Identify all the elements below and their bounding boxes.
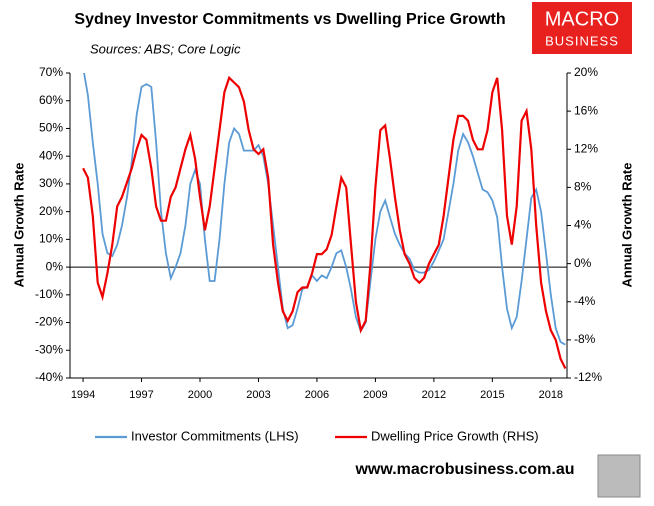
x-tick-label: 1997 bbox=[129, 389, 153, 401]
y-tick-label: 70% bbox=[39, 65, 63, 79]
y2-tick-label: -8% bbox=[574, 332, 596, 346]
y2-tick-label: 12% bbox=[574, 141, 598, 155]
logo-text: BUSINESS bbox=[545, 33, 619, 48]
y-axis-label: Annual Growth Rate bbox=[11, 163, 26, 288]
y-tick-label: -10% bbox=[35, 287, 63, 301]
y-tick-label: 10% bbox=[39, 232, 63, 246]
logo-text: MACRO bbox=[545, 8, 619, 30]
y-tick-label: -20% bbox=[35, 315, 63, 329]
x-tick-label: 2018 bbox=[539, 389, 563, 401]
logo-icon bbox=[597, 454, 641, 498]
y-tick-label: 0% bbox=[46, 259, 64, 273]
series-line bbox=[82, 75, 567, 369]
y2-tick-label: -12% bbox=[574, 370, 602, 384]
y2-tick-label: 0% bbox=[574, 256, 592, 270]
y2-axis-label: Annual Growth Rate bbox=[619, 163, 634, 288]
x-tick-label: 1994 bbox=[71, 389, 95, 401]
footer-url: www.macrobusiness.com.au bbox=[354, 461, 574, 478]
chart-title: Sydney Investor Commitments vs Dwelling … bbox=[74, 11, 505, 28]
legend-label: Dwelling Price Growth (RHS) bbox=[371, 428, 539, 443]
y-tick-label: 40% bbox=[39, 148, 63, 162]
logo-box bbox=[532, 2, 632, 54]
y2-tick-label: 20% bbox=[574, 65, 598, 79]
y-tick-label: 30% bbox=[39, 176, 63, 190]
x-tick-label: 2015 bbox=[480, 389, 504, 401]
y2-tick-label: 8% bbox=[574, 180, 592, 194]
y2-tick-label: -4% bbox=[574, 294, 596, 308]
y-tick-label: -30% bbox=[35, 342, 63, 356]
y-tick-label: -40% bbox=[35, 370, 63, 384]
legend-label: Investor Commitments (LHS) bbox=[131, 428, 299, 443]
chart-subtitle: Sources: ABS; Core Logic bbox=[90, 41, 241, 56]
x-tick-label: 2012 bbox=[422, 389, 446, 401]
series-line bbox=[83, 73, 566, 346]
x-tick-label: 2003 bbox=[246, 389, 270, 401]
y-tick-label: 60% bbox=[39, 93, 63, 107]
x-tick-label: 2006 bbox=[305, 389, 329, 401]
x-tick-label: 2009 bbox=[363, 389, 387, 401]
x-tick-label: 2000 bbox=[188, 389, 212, 401]
y-tick-label: 20% bbox=[39, 204, 63, 218]
y2-tick-label: 16% bbox=[574, 103, 598, 117]
y-tick-label: 50% bbox=[39, 121, 63, 135]
y2-tick-label: 4% bbox=[574, 218, 592, 232]
